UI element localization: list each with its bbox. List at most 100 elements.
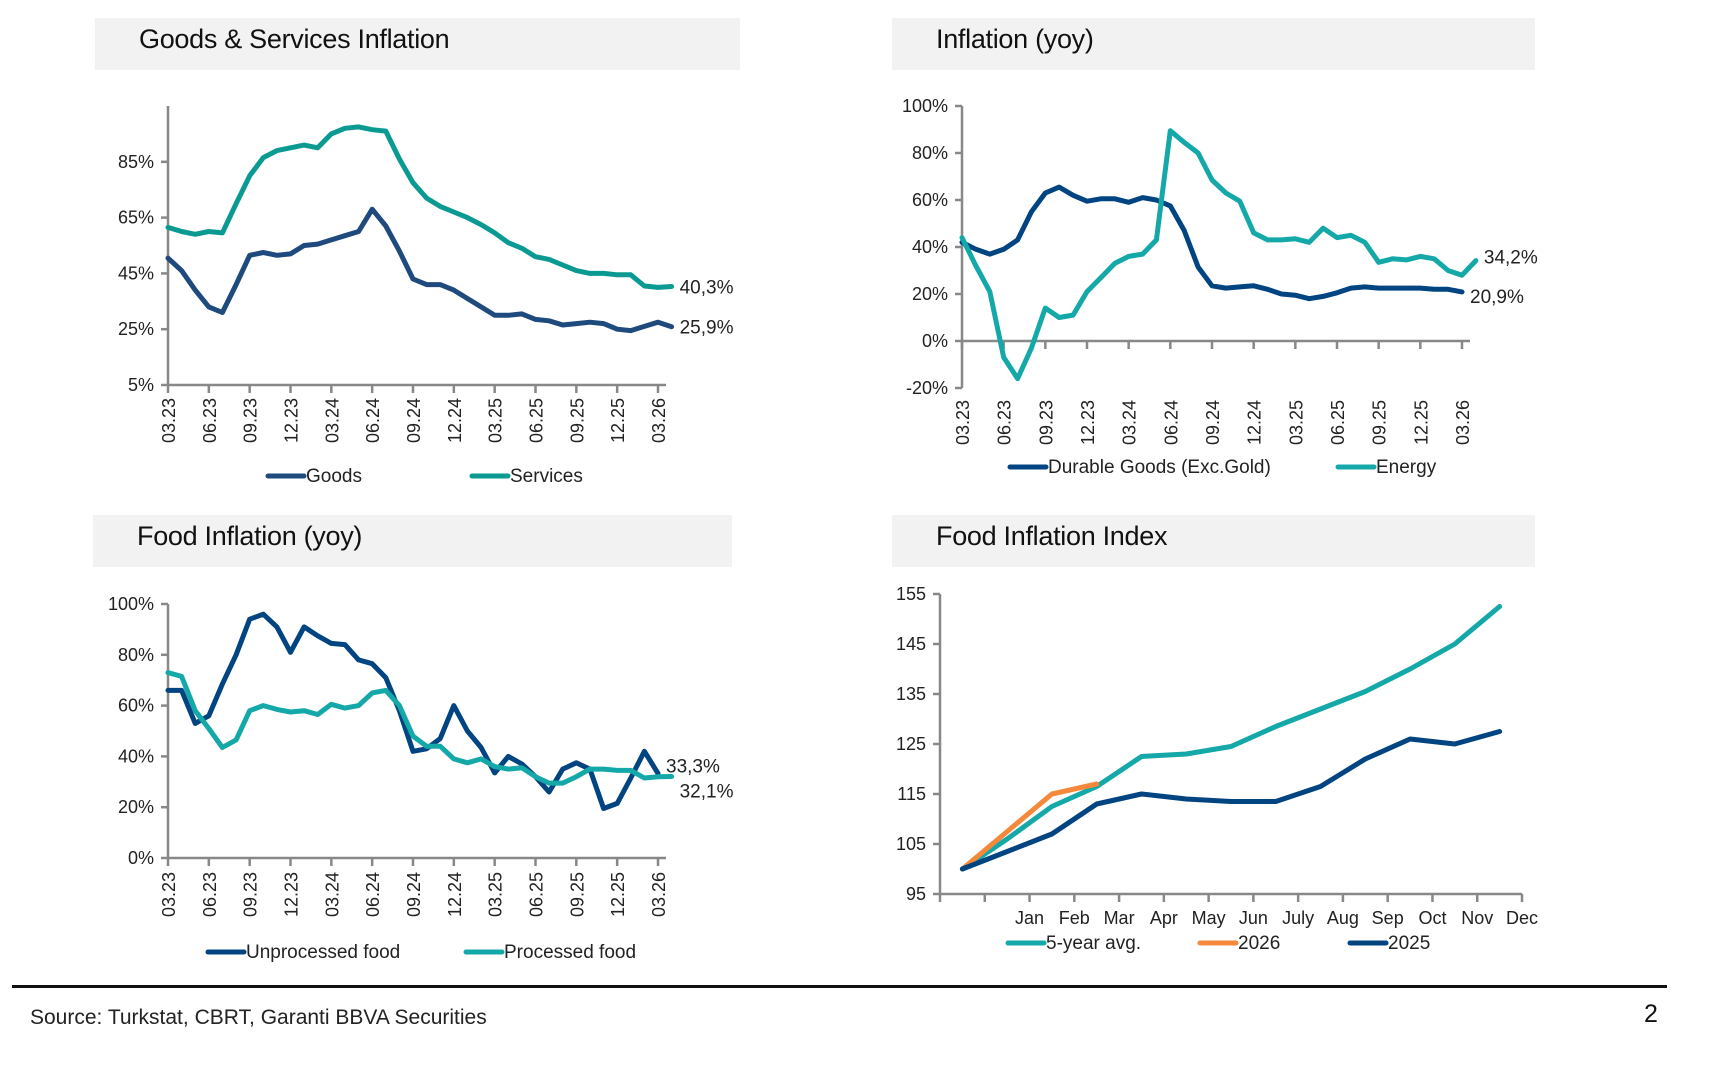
- x-tick-label: 06.24: [1161, 400, 1181, 445]
- x-tick-label: Aug: [1327, 908, 1359, 928]
- x-tick-label: 06.24: [363, 398, 383, 443]
- x-tick-label: July: [1282, 908, 1314, 928]
- x-tick-label: Sep: [1372, 908, 1404, 928]
- y-tick-label: 105: [896, 834, 926, 854]
- y-tick-label: 60%: [118, 696, 154, 716]
- series-line-goods: [165, 206, 675, 334]
- x-tick-label: 12.25: [1411, 400, 1431, 445]
- x-tick-label: May: [1192, 908, 1226, 928]
- x-tick-label: 03.25: [486, 872, 506, 917]
- x-tick-label: 09.24: [1203, 400, 1223, 445]
- series-line-unprocessed-food: [165, 611, 661, 811]
- x-tick-label: 09.25: [567, 872, 587, 917]
- y-tick-label: 80%: [118, 645, 154, 665]
- x-tick-label: 09.23: [241, 398, 261, 443]
- x-tick-label: 12.24: [445, 398, 465, 443]
- y-tick-label: 145: [896, 634, 926, 654]
- series-line-5-year-avg-: [959, 604, 1503, 872]
- series-line-energy: [959, 128, 1479, 382]
- legend-label: 5-year avg.: [1046, 933, 1141, 954]
- x-tick-label: 09.25: [567, 398, 587, 443]
- x-tick-label: 03.26: [649, 398, 669, 443]
- end-value-label: 20,9%: [1470, 287, 1524, 308]
- legend-label: Energy: [1376, 457, 1437, 478]
- y-tick-label: 0%: [128, 848, 154, 868]
- legend-label: Durable Goods (Exc.Gold): [1048, 457, 1271, 478]
- x-tick-label: 12.24: [445, 872, 465, 917]
- x-tick-label: 12.23: [282, 872, 302, 917]
- y-tick-label: 135: [896, 684, 926, 704]
- x-tick-label: 03.24: [1120, 400, 1140, 445]
- source-note: Source: Turkstat, CBRT, Garanti BBVA Sec…: [30, 1006, 487, 1029]
- x-tick-label: 12.23: [282, 398, 302, 443]
- legend-label: Processed food: [504, 942, 636, 963]
- x-tick-label: Jan: [1015, 908, 1044, 928]
- y-tick-label: 20%: [912, 284, 948, 304]
- x-tick-label: 03.24: [322, 872, 342, 917]
- page-number: 2: [1644, 1000, 1658, 1028]
- x-tick-label: 09.24: [404, 872, 424, 917]
- x-tick-label: Feb: [1059, 908, 1090, 928]
- x-tick-label: 03.23: [159, 872, 179, 917]
- x-tick-label: 12.25: [608, 398, 628, 443]
- y-tick-label: 20%: [118, 797, 154, 817]
- inflation-yoy-title: Inflation (yoy): [936, 24, 1094, 54]
- series-line-processed-food: [165, 670, 675, 786]
- food-inflation-index-title: Food Inflation Index: [936, 521, 1168, 551]
- end-value-label: 34,2%: [1484, 248, 1538, 269]
- y-tick-label: 115: [897, 784, 926, 804]
- x-tick-label: Jun: [1239, 908, 1268, 928]
- y-tick-label: 40%: [118, 746, 154, 766]
- x-tick-label: 12.24: [1245, 400, 1265, 445]
- series-line-2025: [959, 729, 1503, 872]
- y-tick-label: 60%: [912, 190, 948, 210]
- footer-divider: [12, 985, 1667, 988]
- end-value-label: 25,9%: [680, 318, 734, 339]
- x-tick-label: 12.23: [1078, 400, 1098, 445]
- legend-label: 2026: [1238, 933, 1280, 954]
- x-tick-label: Mar: [1104, 908, 1135, 928]
- y-tick-label: 40%: [912, 237, 948, 257]
- inflation-yoy-title-bar: Inflation (yoy): [892, 18, 1535, 70]
- x-tick-label: 06.25: [1328, 400, 1348, 445]
- y-tick-label: 5%: [128, 375, 154, 395]
- x-tick-label: 06.24: [363, 872, 383, 917]
- y-tick-label: 25%: [118, 319, 154, 339]
- series-line-durable-goods-exc-gold-: [959, 184, 1465, 302]
- legend-label: Goods: [306, 466, 362, 487]
- x-tick-label: 03.24: [322, 398, 342, 443]
- goods-services-title-bar: Goods & Services Inflation: [95, 18, 740, 70]
- x-tick-label: 03.25: [486, 398, 506, 443]
- y-tick-label: 65%: [118, 208, 154, 228]
- food-inflation-yoy-title: Food Inflation (yoy): [137, 521, 363, 551]
- x-tick-label: 09.25: [1370, 400, 1390, 445]
- x-tick-label: 06.25: [527, 872, 547, 917]
- x-tick-label: 03.26: [1453, 400, 1473, 445]
- y-tick-label: -20%: [906, 378, 948, 398]
- y-tick-label: 85%: [118, 152, 154, 172]
- series-line-services: [165, 124, 675, 290]
- x-tick-label: Nov: [1461, 908, 1493, 928]
- x-tick-label: 03.26: [649, 872, 669, 917]
- end-value-label: 40,3%: [680, 278, 734, 299]
- x-tick-label: 03.23: [953, 400, 973, 445]
- x-tick-label: 03.25: [1286, 400, 1306, 445]
- x-tick-label: 12.25: [608, 872, 628, 917]
- end-value-label: 32,1%: [680, 781, 734, 802]
- x-tick-label: 09.24: [404, 398, 424, 443]
- y-tick-label: 0%: [922, 331, 948, 351]
- x-tick-label: Dec: [1506, 908, 1538, 928]
- x-tick-label: 06.23: [200, 872, 220, 917]
- goods-services-title: Goods & Services Inflation: [139, 24, 450, 54]
- y-tick-label: 45%: [118, 263, 154, 283]
- x-tick-label: 06.23: [200, 398, 220, 443]
- series-line-2026: [959, 781, 1100, 872]
- food-inflation-index-title-bar: Food Inflation Index: [892, 515, 1535, 567]
- x-tick-label: 06.25: [527, 398, 547, 443]
- y-tick-label: 80%: [912, 143, 948, 163]
- legend-label: 2025: [1388, 933, 1430, 954]
- legend-label: Services: [510, 466, 583, 487]
